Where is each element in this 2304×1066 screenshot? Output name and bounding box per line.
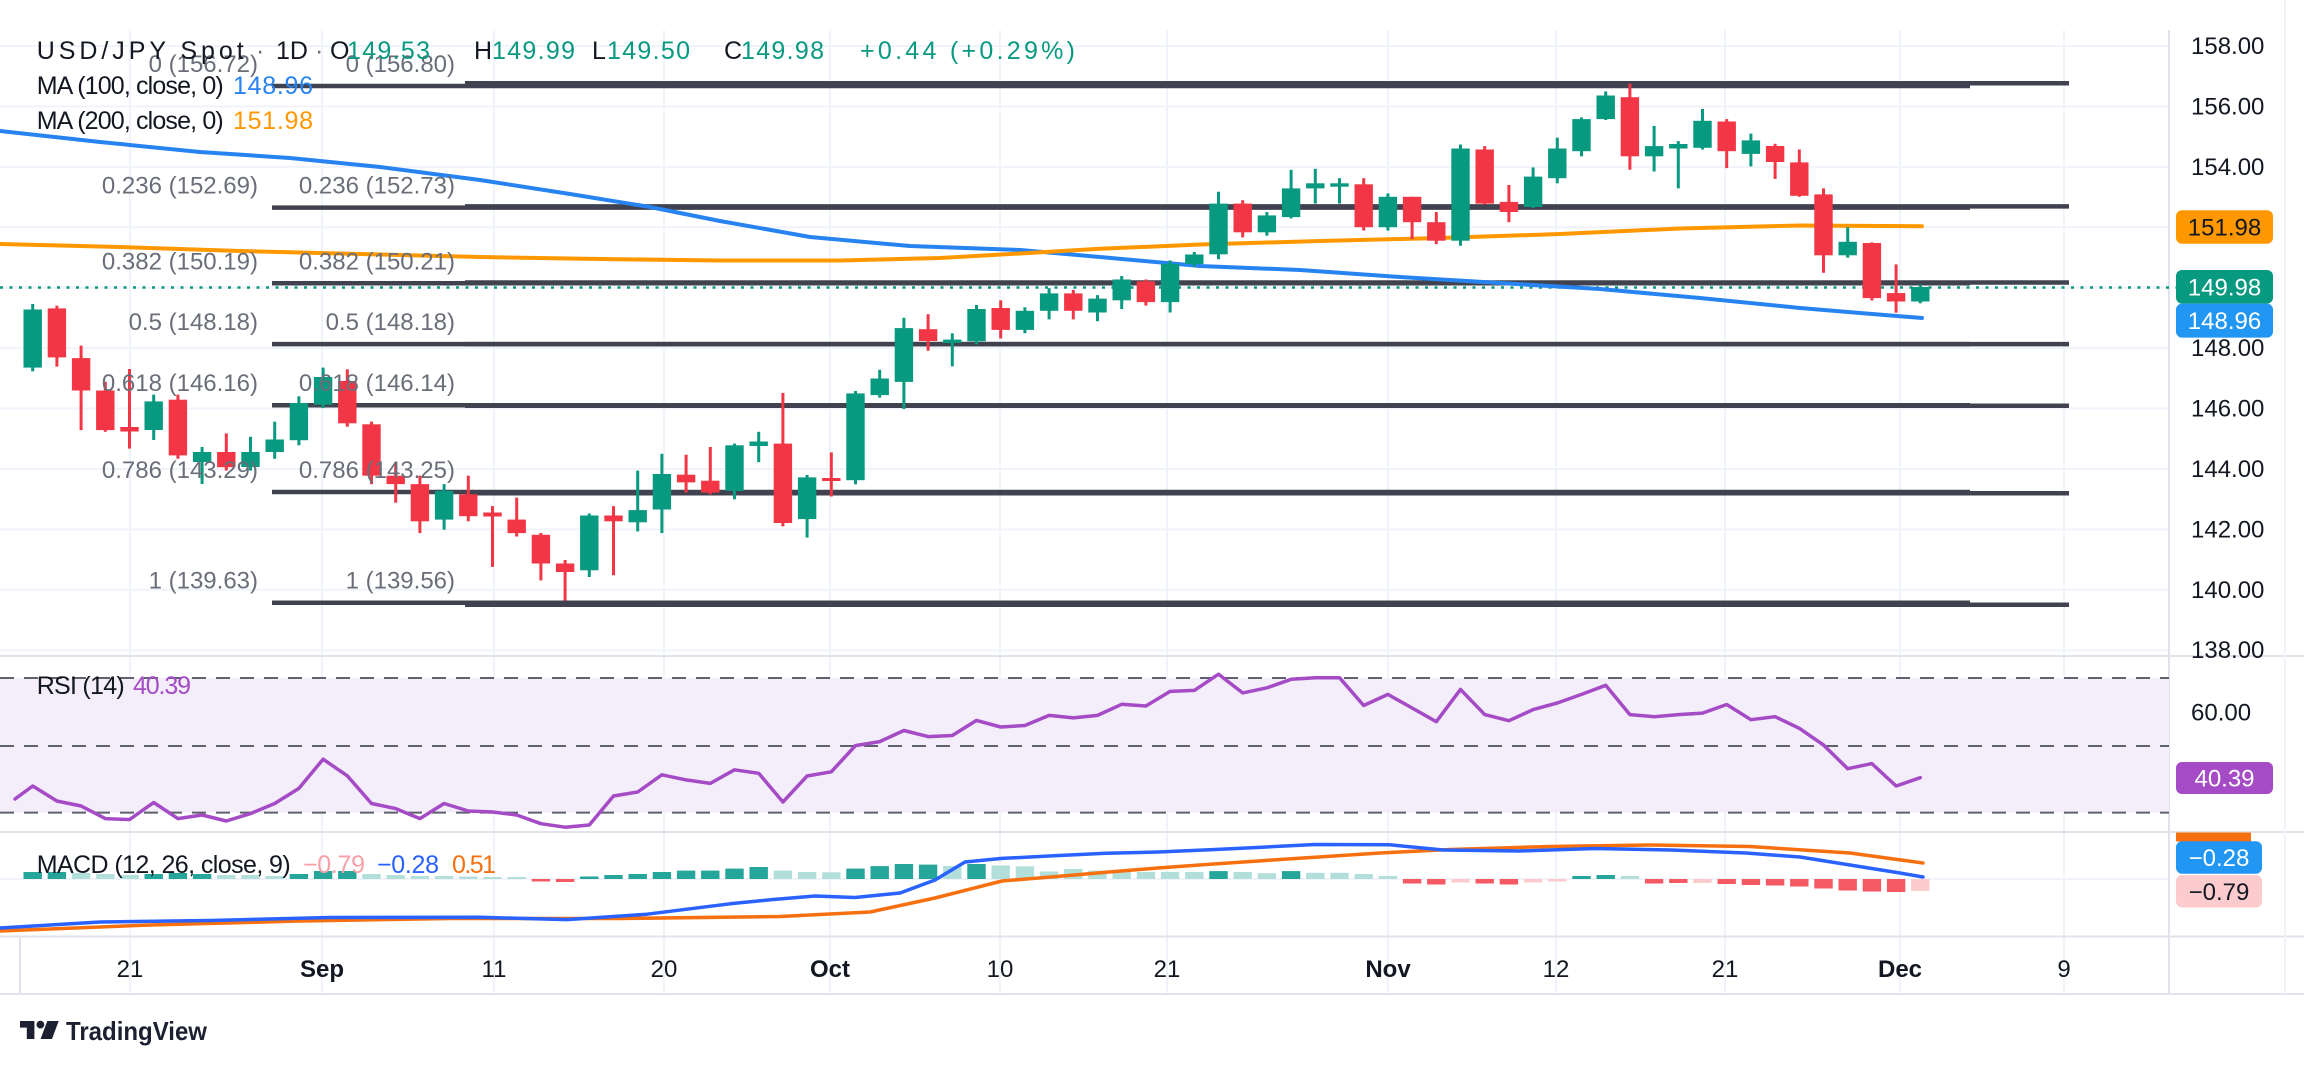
svg-text:0.51: 0.51	[452, 851, 496, 879]
svg-text:0.236 (152.69): 0.236 (152.69)	[102, 173, 258, 200]
svg-text:−0.79: −0.79	[2189, 879, 2250, 906]
svg-text:20: 20	[651, 956, 678, 983]
svg-text:21: 21	[117, 956, 144, 983]
svg-text:156.00: 156.00	[2191, 93, 2264, 120]
svg-text:11: 11	[482, 956, 507, 983]
svg-text:Sep: Sep	[300, 956, 344, 983]
svg-text:0.382 (150.21): 0.382 (150.21)	[299, 248, 455, 275]
svg-text:12: 12	[1543, 956, 1570, 983]
svg-text:0.786 (143.25): 0.786 (143.25)	[299, 457, 455, 484]
svg-text:149.53: 149.53	[347, 37, 430, 65]
svg-text:MA (100, close, 0): MA (100, close, 0)	[37, 72, 224, 100]
svg-text:MA (200, close, 0): MA (200, close, 0)	[37, 107, 224, 135]
svg-text:10: 10	[987, 956, 1014, 983]
svg-text:149.98: 149.98	[741, 37, 824, 65]
svg-text:21: 21	[1712, 956, 1739, 983]
svg-text:O: O	[330, 37, 349, 65]
svg-text:MACD (12, 26, close, 9): MACD (12, 26, close, 9)	[37, 851, 291, 879]
svg-text:·: ·	[315, 37, 323, 65]
svg-text:−0.28: −0.28	[377, 851, 439, 879]
svg-text:−0.28: −0.28	[2189, 845, 2250, 872]
svg-text:149.99: 149.99	[492, 37, 575, 65]
svg-text:Oct: Oct	[810, 956, 850, 983]
svg-text:9: 9	[2057, 956, 2070, 983]
svg-text:0.236 (152.73): 0.236 (152.73)	[299, 173, 455, 200]
svg-text:60.00: 60.00	[2191, 700, 2251, 727]
svg-text:148.96: 148.96	[233, 72, 313, 100]
svg-text:H: H	[474, 37, 492, 65]
svg-text:21: 21	[1154, 956, 1181, 983]
svg-text:0 (156.80): 0 (156.80)	[346, 51, 455, 78]
svg-text:1D: 1D	[276, 37, 308, 65]
svg-text:0.618 (146.16): 0.618 (146.16)	[102, 370, 258, 397]
svg-text:0.5 (148.18): 0.5 (148.18)	[326, 309, 455, 336]
svg-text:−0.79: −0.79	[303, 851, 365, 879]
svg-text:142.00: 142.00	[2191, 516, 2264, 543]
svg-text:·: ·	[256, 37, 264, 65]
svg-text:Dec: Dec	[1878, 956, 1922, 983]
svg-text:TradingView: TradingView	[66, 1016, 208, 1046]
svg-text:154.00: 154.00	[2191, 154, 2264, 181]
svg-text:148.00: 148.00	[2191, 335, 2264, 362]
svg-text:L: L	[592, 37, 606, 65]
svg-text:40.39: 40.39	[2194, 766, 2254, 793]
svg-text:1 (139.56): 1 (139.56)	[346, 568, 455, 595]
svg-text:149.98: 149.98	[2188, 274, 2261, 301]
svg-text:144.00: 144.00	[2191, 456, 2264, 483]
svg-text:0.5 (148.18): 0.5 (148.18)	[129, 309, 258, 336]
svg-text:138.00: 138.00	[2191, 637, 2264, 664]
svg-text:158.00: 158.00	[2191, 33, 2264, 60]
svg-text:40.39: 40.39	[133, 672, 191, 700]
svg-text:0.618 (146.14): 0.618 (146.14)	[299, 370, 455, 397]
svg-text:140.00: 140.00	[2191, 577, 2264, 604]
svg-text:0.786 (143.29): 0.786 (143.29)	[102, 457, 258, 484]
svg-text:1 (139.63): 1 (139.63)	[149, 568, 258, 595]
svg-text:0 (156.72): 0 (156.72)	[149, 51, 258, 78]
svg-text:0.382 (150.19): 0.382 (150.19)	[102, 248, 258, 275]
svg-text:151.98: 151.98	[2188, 215, 2261, 242]
svg-text:149.50: 149.50	[607, 37, 690, 65]
svg-text:Nov: Nov	[1365, 956, 1411, 983]
svg-text:148.96: 148.96	[2188, 308, 2261, 335]
svg-text:C: C	[724, 37, 742, 65]
svg-text:146.00: 146.00	[2191, 396, 2264, 423]
svg-text:RSI (14): RSI (14)	[37, 672, 125, 700]
svg-text:151.98: 151.98	[233, 107, 313, 135]
svg-text:USD/JPY Spot: USD/JPY Spot	[37, 37, 244, 65]
